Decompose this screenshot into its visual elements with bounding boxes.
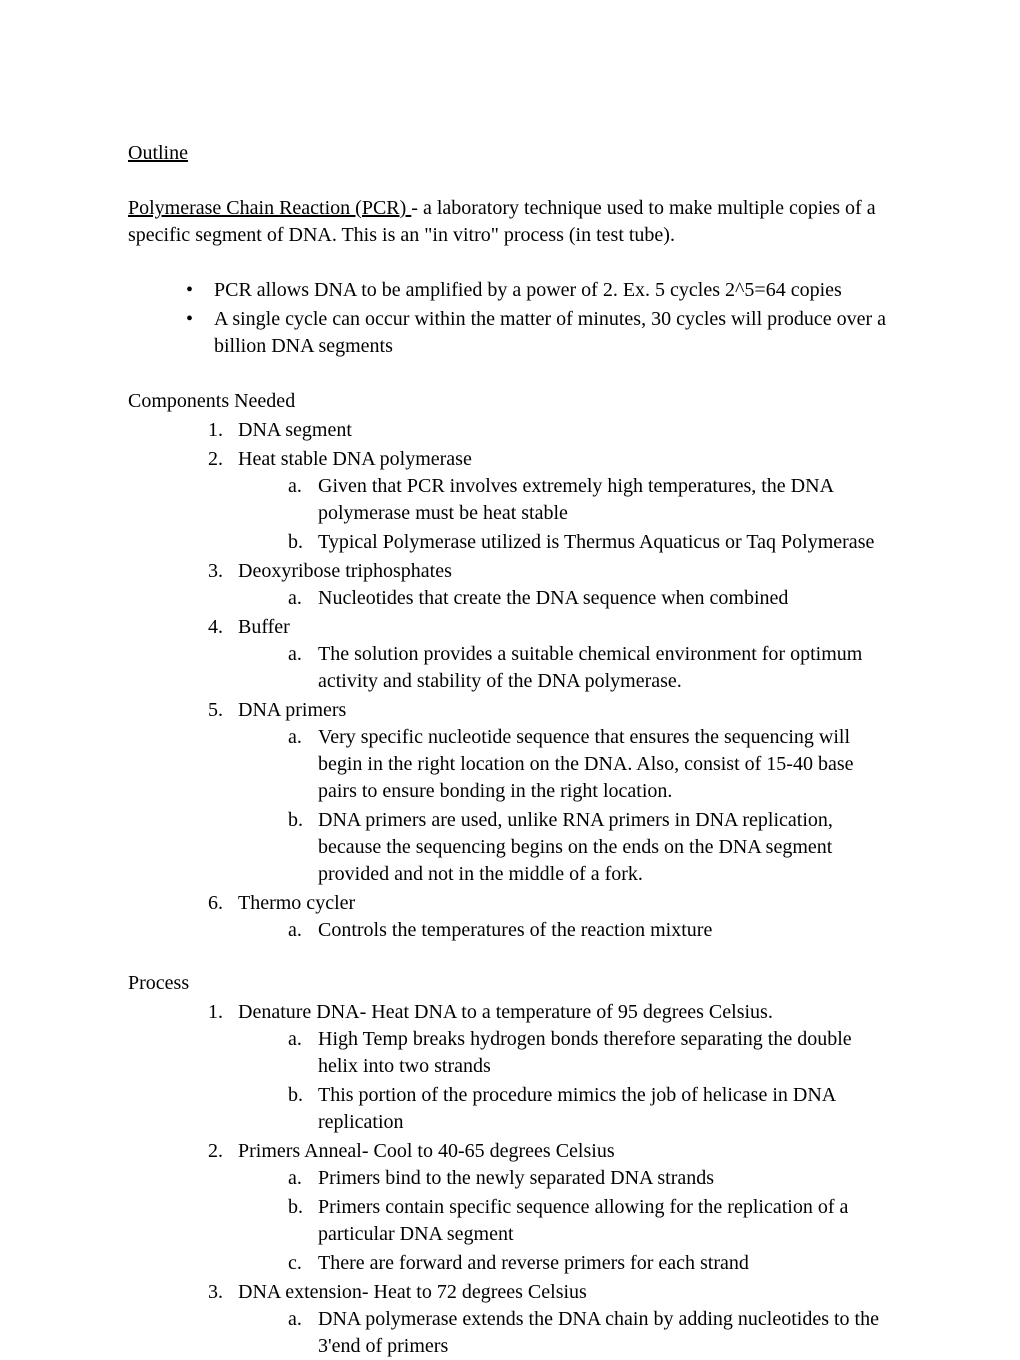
bullet-text: PCR allows DNA to be amplified by a powe…	[214, 279, 842, 301]
alpha-marker: a.	[288, 724, 302, 751]
num-marker: 3.	[208, 1279, 223, 1306]
sub-text: Nucleotides that create the DNA sequence…	[318, 587, 788, 609]
sub-text: This portion of the procedure mimics the…	[318, 1084, 835, 1133]
alpha-marker: a.	[288, 917, 302, 944]
sub-list: a. Given that PCR involves extremely high…	[238, 473, 892, 556]
num-marker: 4.	[208, 614, 223, 641]
list-item: 1. Denature DNA- Heat DNA to a temperatur…	[208, 999, 892, 1136]
sub-text: There are forward and reverse primers fo…	[318, 1252, 749, 1274]
process-heading: Process	[128, 970, 892, 997]
sub-item: a. Nucleotides that create the DNA sequen…	[288, 585, 892, 612]
list-item: 6. Thermo cycler a. Controls the temperatur…	[208, 890, 892, 944]
sub-item: a. The solution provides a suitable chemi…	[288, 641, 892, 695]
num-marker: 6.	[208, 890, 223, 917]
sub-item: a. High Temp breaks hydrogen bonds theref…	[288, 1026, 892, 1080]
item-text: DNA extension- Heat to 72 degrees Celsiu…	[238, 1281, 587, 1303]
components-heading: Components Needed	[128, 388, 892, 415]
sub-text: DNA polymerase extends the DNA chain by …	[318, 1308, 879, 1357]
sub-item: b. DNA primers are used, unlike RNA prime…	[288, 807, 892, 888]
sub-item: b. This portion of the procedure mimics t…	[288, 1082, 892, 1136]
num-marker: 1.	[208, 417, 223, 444]
sub-item: b. Primers contain specific sequence allo…	[288, 1194, 892, 1248]
alpha-marker: b.	[288, 1194, 303, 1221]
sub-text: Primers bind to the newly separated DNA …	[318, 1167, 714, 1189]
alpha-marker: a.	[288, 641, 302, 668]
item-text: Deoxyribose triphosphates	[238, 560, 452, 582]
sub-text: Typical Polymerase utilized is Thermus A…	[318, 531, 874, 553]
components-list: 1. DNA segment 2. Heat stable DNA polymeras…	[128, 417, 892, 944]
item-text: Heat stable DNA polymerase	[238, 448, 472, 470]
sub-list: a. Primers bind to the newly separated DN…	[238, 1165, 892, 1277]
sub-text: The solution provides a suitable chemica…	[318, 643, 862, 692]
sub-item: a. Primers bind to the newly separated DN…	[288, 1165, 892, 1192]
sub-list: a. Nucleotides that create the DNA sequen…	[238, 585, 892, 612]
item-text: DNA segment	[238, 419, 352, 441]
list-item: 3. Deoxyribose triphosphates a. Nucleotides…	[208, 558, 892, 612]
sub-list: a. Very specific nucleotide sequence that…	[238, 724, 892, 888]
sub-item: a.DNA polymerase extends the DNA chain b…	[288, 1306, 892, 1360]
num-marker: 2.	[208, 1138, 223, 1165]
alpha-marker: b.	[288, 529, 303, 556]
list-item: 4. Buffer a. The solution provides a suitab…	[208, 614, 892, 695]
sub-text: DNA primers are used, unlike RNA primers…	[318, 809, 833, 885]
sub-text: Primers contain specific sequence allowi…	[318, 1196, 848, 1245]
list-item: 2. Heat stable DNA polymerase a. Given that…	[208, 446, 892, 556]
list-item: 1. DNA segment	[208, 417, 892, 444]
alpha-marker: b.	[288, 1082, 303, 1109]
sub-item: a. Controls the temperatures of the react…	[288, 917, 892, 944]
sub-item: b. Typical Polymerase utilized is Thermus…	[288, 529, 892, 556]
sub-item: a. Given that PCR involves extremely high…	[288, 473, 892, 527]
sub-list: a. Controls the temperatures of the react…	[238, 917, 892, 944]
sub-list: a. The solution provides a suitable chemi…	[238, 641, 892, 695]
item-text: DNA primers	[238, 699, 346, 721]
item-text: Buffer	[238, 616, 290, 638]
alpha-marker: a.	[288, 585, 302, 612]
process-list: 1. Denature DNA- Heat DNA to a temperatur…	[128, 999, 892, 1360]
sub-text: Given that PCR involves extremely high t…	[318, 475, 833, 524]
num-marker: 2.	[208, 446, 223, 473]
alpha-marker: a.	[288, 473, 302, 500]
sub-text: High Temp breaks hydrogen bonds therefor…	[318, 1028, 852, 1077]
bullet-item: PCR allows DNA to be amplified by a powe…	[186, 277, 892, 304]
bullet-text: A single cycle can occur within the matt…	[214, 308, 886, 357]
sub-list: a.DNA polymerase extends the DNA chain b…	[238, 1306, 892, 1360]
bullet-list: PCR allows DNA to be amplified by a powe…	[128, 277, 892, 360]
num-marker: 1.	[208, 999, 223, 1026]
alpha-marker: a.	[288, 1026, 302, 1053]
num-marker: 3.	[208, 558, 223, 585]
sub-text: Controls the temperatures of the reactio…	[318, 919, 712, 941]
sub-item: a. Very specific nucleotide sequence that…	[288, 724, 892, 805]
list-item: 2. Primers Anneal- Cool to 40-65 degrees …	[208, 1138, 892, 1277]
item-text: Primers Anneal- Cool to 40-65 degrees Ce…	[238, 1140, 615, 1162]
bullet-item: A single cycle can occur within the matt…	[186, 306, 892, 360]
alpha-marker: a.	[288, 1165, 302, 1192]
list-item: 5. DNA primers a. Very specific nucleotide …	[208, 697, 892, 888]
num-marker: 5.	[208, 697, 223, 724]
title-text: Outline	[128, 142, 188, 164]
alpha-marker: c.	[288, 1250, 302, 1277]
sub-list: a. High Temp breaks hydrogen bonds theref…	[238, 1026, 892, 1136]
alpha-marker: b.	[288, 807, 303, 834]
item-text: Denature DNA- Heat DNA to a temperature …	[238, 1001, 773, 1023]
intro-paragraph: Polymerase Chain Reaction (PCR) - a labo…	[128, 195, 892, 249]
page-title: Outline	[128, 140, 892, 167]
sub-item: c. There are forward and reverse primers …	[288, 1250, 892, 1277]
intro-term: Polymerase Chain Reaction (PCR)	[128, 197, 411, 219]
item-text: Thermo cycler	[238, 892, 355, 914]
sub-text: Very specific nucleotide sequence that e…	[318, 726, 853, 802]
